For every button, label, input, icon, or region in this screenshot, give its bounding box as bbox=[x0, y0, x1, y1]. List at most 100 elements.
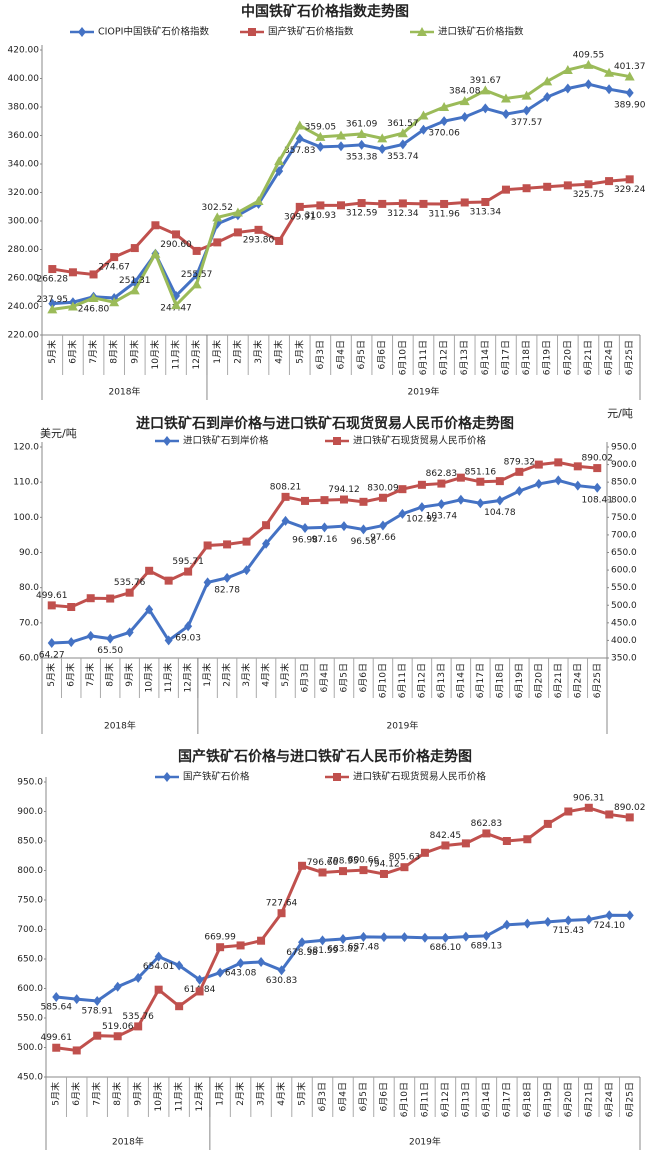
x-tick-label: 2月末 bbox=[221, 663, 233, 687]
marker bbox=[534, 460, 543, 469]
x-tick-label: 6月17日 bbox=[475, 663, 486, 698]
y-tick-label: 340.00 bbox=[8, 160, 40, 170]
marker bbox=[379, 932, 388, 943]
x-tick-label: 6月25日 bbox=[624, 1082, 635, 1117]
marker bbox=[203, 577, 212, 588]
x-group-label: 2018年 bbox=[112, 1136, 144, 1148]
marker bbox=[48, 265, 57, 274]
x-tick-label: 3月末 bbox=[255, 1082, 267, 1106]
marker bbox=[502, 837, 511, 845]
value-label: 384.08 bbox=[449, 87, 481, 97]
marker bbox=[113, 1032, 122, 1041]
y2-tick-label: 650.0 bbox=[611, 548, 637, 558]
marker bbox=[145, 604, 154, 615]
y-tick-label: 900.0 bbox=[17, 807, 43, 817]
value-label: 499.61 bbox=[36, 591, 68, 601]
value-label: 535.76 bbox=[122, 1012, 154, 1022]
value-label: 311.96 bbox=[428, 209, 460, 219]
marker bbox=[301, 522, 310, 533]
marker bbox=[295, 133, 304, 144]
marker bbox=[262, 538, 271, 549]
marker bbox=[543, 916, 552, 927]
x-tick-label: 6月4日 bbox=[336, 340, 347, 369]
marker bbox=[52, 991, 61, 1002]
marker bbox=[318, 868, 327, 877]
marker bbox=[298, 937, 307, 948]
marker bbox=[333, 437, 341, 445]
marker bbox=[47, 601, 56, 610]
marker bbox=[86, 594, 95, 603]
marker bbox=[500, 93, 511, 103]
marker bbox=[359, 866, 368, 875]
marker bbox=[543, 819, 552, 828]
x-tick-label: 6月19日 bbox=[542, 340, 553, 375]
marker bbox=[333, 773, 341, 781]
x-tick-label: 8月末 bbox=[108, 340, 120, 364]
value-label: 353.38 bbox=[346, 152, 378, 162]
marker bbox=[236, 958, 245, 969]
marker bbox=[456, 473, 465, 482]
value-label: 578.91 bbox=[81, 1006, 113, 1016]
marker bbox=[253, 196, 264, 206]
marker bbox=[274, 156, 285, 166]
value-label: 312.34 bbox=[387, 209, 419, 219]
chart-title: 中国铁矿石价格指数走势图 bbox=[241, 3, 409, 20]
marker bbox=[523, 835, 532, 844]
marker bbox=[163, 772, 171, 782]
marker bbox=[562, 64, 573, 74]
x-tick-label: 1月末 bbox=[211, 340, 223, 364]
marker bbox=[72, 1046, 81, 1055]
value-label: 678.38 bbox=[286, 948, 318, 958]
marker bbox=[262, 521, 271, 530]
value-label: 312.59 bbox=[346, 209, 378, 219]
marker bbox=[164, 576, 173, 585]
marker bbox=[359, 931, 368, 942]
x-tick-label: 6月14日 bbox=[480, 340, 491, 375]
marker bbox=[502, 919, 511, 930]
marker bbox=[440, 199, 449, 208]
marker bbox=[583, 59, 594, 69]
y-tick-label: 70.0 bbox=[19, 618, 39, 628]
x-tick-label: 6月12日 bbox=[439, 340, 450, 375]
marker bbox=[482, 829, 491, 838]
marker bbox=[400, 863, 409, 872]
y-tick-label: 60.0 bbox=[19, 654, 39, 664]
marker bbox=[605, 177, 614, 186]
marker bbox=[130, 244, 139, 253]
marker bbox=[515, 467, 524, 476]
x-tick-label: 7月末 bbox=[91, 1082, 103, 1106]
marker bbox=[398, 508, 407, 519]
marker bbox=[625, 87, 634, 98]
value-label: 359.05 bbox=[305, 122, 337, 132]
x-tick-label: 6月21日 bbox=[553, 663, 564, 698]
marker bbox=[195, 987, 204, 996]
value-label: 309.91 bbox=[284, 212, 316, 222]
marker bbox=[93, 995, 102, 1006]
marker bbox=[277, 909, 286, 918]
x-tick-label: 6月21日 bbox=[583, 340, 594, 375]
marker bbox=[625, 813, 634, 822]
marker bbox=[106, 594, 115, 603]
x-tick-label: 6月10日 bbox=[399, 1082, 410, 1117]
value-label: 96.56 bbox=[351, 537, 377, 547]
marker bbox=[359, 497, 368, 506]
value-label: 96.98 bbox=[292, 535, 318, 545]
value-label: 97.16 bbox=[312, 535, 338, 545]
marker bbox=[564, 915, 573, 926]
x-tick-label: 2月末 bbox=[234, 1082, 246, 1106]
marker bbox=[398, 485, 407, 494]
marker bbox=[593, 464, 602, 473]
marker bbox=[476, 498, 485, 509]
marker bbox=[624, 71, 635, 81]
x-tick-label: 6月6日 bbox=[358, 663, 369, 692]
marker bbox=[378, 520, 387, 531]
x-tick-label: 6月13日 bbox=[436, 663, 447, 698]
y-tick-label: 110.0 bbox=[13, 478, 39, 488]
marker bbox=[461, 839, 470, 848]
series-line bbox=[52, 82, 630, 306]
y2-tick-label: 600.0 bbox=[611, 566, 637, 576]
marker bbox=[195, 974, 204, 985]
x-tick-label: 6月17日 bbox=[501, 1082, 512, 1117]
y-tick-label: 700.0 bbox=[17, 925, 43, 935]
